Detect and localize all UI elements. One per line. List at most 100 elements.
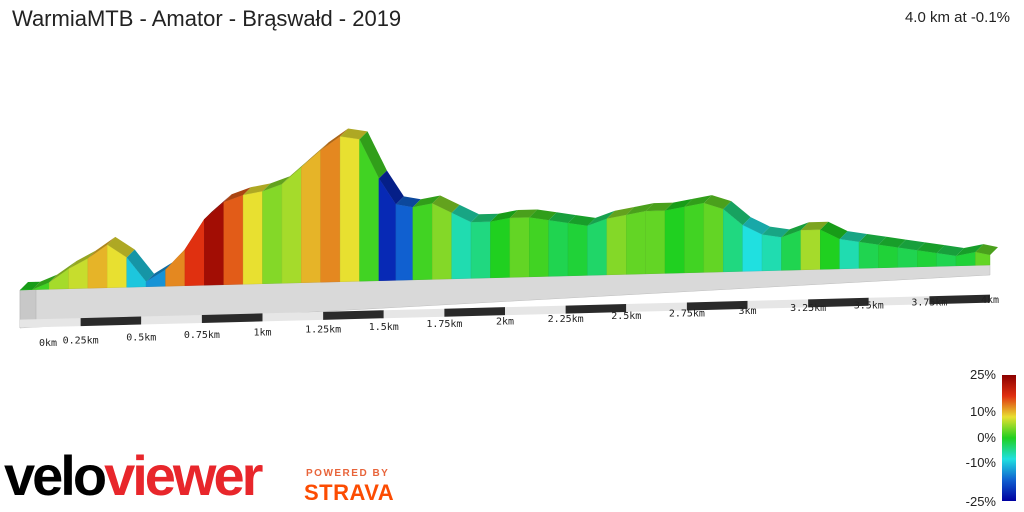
- legend-label-max: 25%: [969, 367, 996, 382]
- profile-segment-40: [781, 229, 802, 271]
- distance-band-0: [20, 318, 81, 328]
- profile-segment-17: [339, 136, 360, 282]
- profile-segment-top-35: [684, 195, 712, 207]
- profile-segment-top-3: [68, 250, 96, 269]
- profile-segment-10: [204, 201, 224, 286]
- profile-segment-top-48: [936, 245, 965, 256]
- x-tick-label: 2.5km: [611, 311, 641, 322]
- x-tick-label: 1.75km: [426, 319, 462, 330]
- x-tick-label: 3.75km: [911, 298, 947, 309]
- profile-segment-top-45: [878, 236, 906, 248]
- profile-segment-20: [395, 204, 414, 281]
- x-tick-label: 1km: [253, 327, 271, 338]
- distance-band-3: [201, 313, 263, 323]
- profile-segment-top-13: [262, 176, 290, 192]
- x-tick-label: 1.5km: [369, 322, 399, 333]
- profile-segment-26: [509, 217, 530, 278]
- profile-segment-41: [800, 229, 821, 271]
- profile-segment-27: [529, 217, 549, 278]
- profile-segment-24: [470, 221, 491, 279]
- veloviewer-logo[interactable]: veloviewer: [4, 444, 263, 507]
- profile-segment-top-7: [146, 261, 174, 282]
- profile-segment-top-39: [762, 226, 790, 238]
- elevation-profile-chart: 0km 0.25km 0.5km 0.75km 1km 1.25km 1.5km 1.75km…: [19, 128, 999, 349]
- profile-segment-top-4: [87, 236, 116, 259]
- profile-segment-top-5: [107, 236, 135, 258]
- profile-segment-36: [703, 202, 724, 273]
- profile-segment-top-28: [548, 212, 577, 224]
- profile-segment-top-19: [378, 170, 404, 205]
- profile-segment-top-1: [32, 274, 58, 290]
- profile-segment-30: [587, 218, 608, 276]
- profile-segment-top-49: [956, 244, 984, 256]
- profile-segment-46: [897, 247, 918, 268]
- x-tick-label: 2km: [496, 317, 514, 328]
- profile-segment-top-22: [432, 195, 460, 213]
- profile-segment-top-12: [243, 183, 271, 196]
- route-summary: 4.0 km at -0.1%: [904, 9, 1010, 26]
- logo-velo-text: velo: [4, 444, 107, 507]
- x-tick-label: 4km: [981, 295, 999, 306]
- distance-band-1: [80, 316, 142, 327]
- distance-band-10: [626, 302, 687, 313]
- distance-band-15: [929, 294, 990, 305]
- legend-label-neg10: -10%: [965, 455, 996, 470]
- distance-band-2: [141, 314, 202, 325]
- profile-segment-top-34: [665, 198, 693, 211]
- profile-segment-28: [548, 220, 569, 277]
- profile-segment-47: [917, 250, 937, 268]
- profile-segment-top-47: [917, 242, 945, 254]
- profile-segment-top-2: [49, 260, 77, 283]
- profile-segment-31: [606, 214, 627, 276]
- profile-segment-top-40: [781, 222, 809, 238]
- profile-segment-top-41: [800, 221, 829, 231]
- strava-logo[interactable]: STRAVA: [304, 480, 395, 505]
- distance-band-8: [505, 305, 566, 316]
- profile-segment-top-29: [568, 215, 596, 226]
- logo-viewer-text: viewer: [104, 444, 263, 507]
- profile-segment-34: [664, 206, 685, 274]
- profile-segment-top-33: [645, 202, 674, 212]
- x-tick-label: 1.25km: [305, 325, 341, 336]
- profile-segment-16: [320, 136, 341, 283]
- profile-segment-top-0: [20, 281, 41, 290]
- profile-segment-8: [165, 248, 186, 287]
- profile-segment-45: [878, 244, 899, 269]
- profile-segment-21: [412, 203, 433, 281]
- profile-segment-top-27: [529, 209, 557, 221]
- x-tick-label: 0.5km: [126, 333, 156, 344]
- x-tick-label: 0.75km: [184, 330, 220, 341]
- profile-segment-top-6: [126, 249, 155, 282]
- legend-label-10: 10%: [969, 404, 996, 419]
- profile-segment-top-17: [340, 128, 368, 140]
- profile-segment-top-16: [320, 128, 349, 151]
- profile-segment-top-26: [509, 209, 538, 218]
- gradient-legend-bar: [1002, 375, 1016, 501]
- profile-segment-29: [567, 222, 588, 277]
- distance-band-9: [565, 304, 627, 314]
- distance-band-4: [262, 311, 324, 322]
- profile-segment-22: [432, 203, 452, 280]
- profile-segment-top-32: [626, 203, 654, 215]
- distance-band-14: [868, 296, 930, 306]
- profile-segment-top-37: [723, 201, 751, 226]
- x-tick-label: 0.25km: [63, 335, 99, 346]
- distance-band-5: [323, 310, 384, 320]
- profile-segment-11: [223, 194, 244, 285]
- legend-label-0: 0%: [977, 430, 996, 445]
- profile-segment-25: [490, 217, 511, 279]
- profile-segment-9: [184, 218, 205, 286]
- profile-segment-top-50: [975, 244, 998, 256]
- profile-segment-top-31: [606, 206, 635, 219]
- profile-segment-top-38: [742, 217, 771, 235]
- profile-segment-13: [262, 183, 283, 284]
- profile-segment-35: [684, 202, 705, 274]
- distance-band-11: [686, 300, 748, 311]
- profile-segment-top-44: [859, 233, 887, 245]
- profile-segment-top-42: [820, 221, 848, 240]
- profile-segment-top-21: [412, 195, 441, 208]
- profile-segment-top-18: [359, 131, 387, 179]
- profile-segment-top-43: [839, 231, 868, 242]
- distance-band-6: [383, 308, 445, 319]
- x-tick-label: 2.25km: [548, 314, 584, 325]
